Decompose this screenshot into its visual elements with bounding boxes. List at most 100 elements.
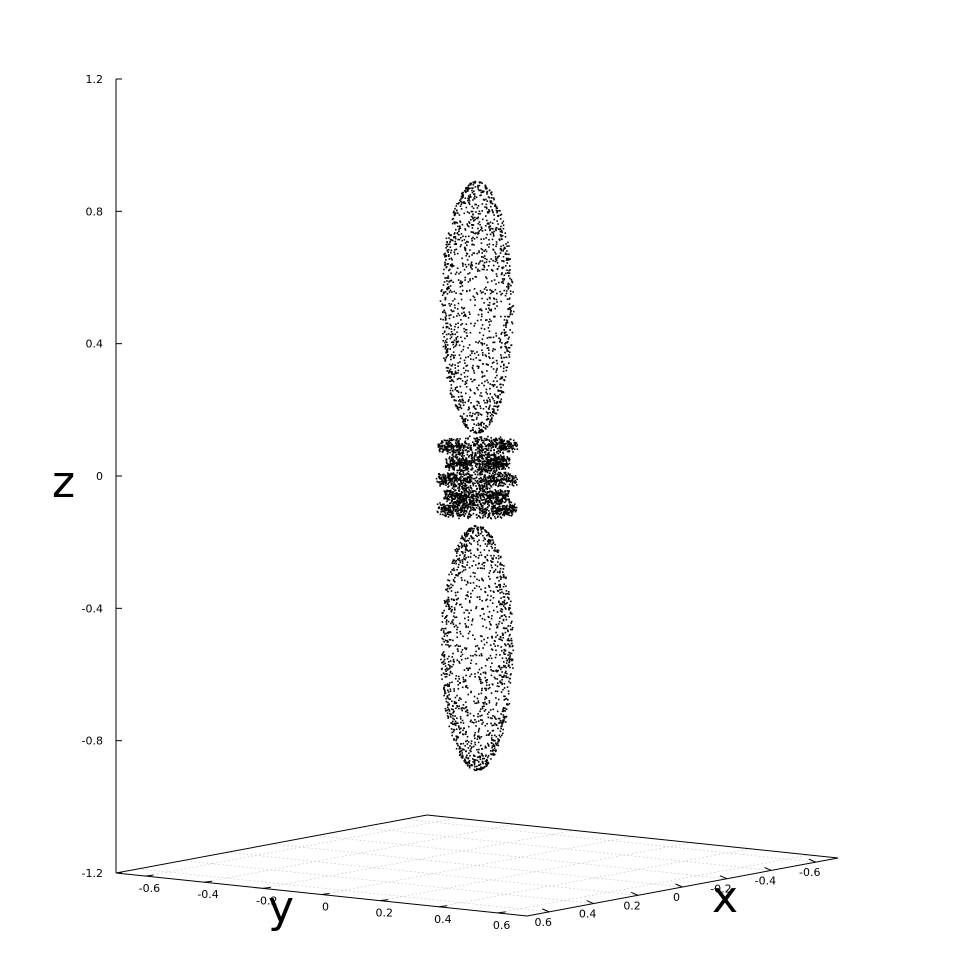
- data-point: [476, 319, 479, 322]
- data-point: [487, 211, 490, 214]
- data-point: [500, 603, 503, 606]
- data-point: [493, 478, 495, 480]
- data-point: [473, 763, 476, 766]
- data-point: [474, 564, 477, 566]
- data-point: [502, 250, 504, 252]
- data-point: [490, 657, 493, 660]
- data-point: [469, 187, 471, 190]
- data-point: [486, 605, 489, 608]
- data-point: [496, 211, 498, 214]
- data-point: [513, 481, 516, 484]
- data-point: [473, 379, 475, 381]
- data-point: [470, 499, 472, 502]
- data-point: [467, 197, 469, 200]
- data-point: [463, 669, 466, 671]
- data-point: [479, 614, 482, 617]
- data-point: [465, 740, 467, 743]
- data-point: [490, 490, 493, 493]
- data-point: [461, 653, 464, 656]
- data-point: [458, 707, 460, 710]
- data-point: [461, 479, 463, 482]
- data-point: [472, 490, 475, 492]
- data-point: [459, 461, 461, 463]
- data-point: [455, 372, 458, 375]
- data-point: [484, 479, 487, 481]
- data-point: [479, 708, 482, 710]
- data-point: [445, 276, 448, 279]
- data-point: [447, 482, 450, 485]
- data-point: [476, 495, 479, 498]
- data-point: [464, 248, 467, 251]
- data-point: [473, 216, 476, 219]
- data-point: [459, 282, 461, 284]
- data-point: [469, 414, 471, 417]
- data-point: [504, 473, 507, 476]
- data-point: [453, 729, 456, 731]
- data-point: [474, 444, 477, 447]
- data-point: [451, 734, 453, 737]
- data-point: [493, 747, 496, 750]
- data-point: [492, 259, 494, 262]
- data-point: [457, 453, 459, 456]
- data-point: [444, 491, 446, 494]
- data-point: [497, 485, 499, 488]
- data-point: [463, 445, 465, 447]
- data-point: [463, 238, 466, 241]
- data-point: [454, 715, 456, 717]
- data-point: [472, 199, 474, 201]
- data-point: [451, 493, 453, 496]
- data-point: [496, 678, 499, 680]
- data-point: [515, 481, 517, 484]
- data-point: [474, 731, 476, 734]
- data-point: [457, 477, 459, 480]
- data-point: [515, 476, 517, 479]
- data-point: [449, 660, 452, 662]
- data-point: [501, 632, 504, 635]
- data-point: [448, 685, 451, 687]
- data-point: [481, 456, 484, 458]
- data-point: [453, 251, 456, 253]
- data-point: [505, 498, 508, 501]
- data-point: [475, 424, 478, 426]
- data-point: [464, 424, 466, 427]
- data-point: [504, 294, 507, 297]
- data-point: [472, 512, 475, 515]
- data-point: [486, 554, 489, 556]
- data-point: [488, 196, 491, 199]
- data-point: [454, 560, 457, 563]
- data-point: [446, 288, 449, 290]
- data-point: [481, 190, 484, 192]
- data-point: [465, 648, 467, 651]
- data-point: [452, 491, 455, 493]
- data-point: [450, 234, 452, 236]
- data-point: [483, 480, 486, 482]
- data-point: [447, 348, 449, 350]
- data-point: [477, 493, 479, 496]
- data-point: [504, 606, 506, 609]
- data-point: [479, 756, 482, 759]
- data-point: [486, 759, 489, 762]
- data-point: [502, 466, 505, 468]
- data-point: [499, 448, 502, 451]
- data-point: [443, 599, 446, 602]
- data-point: [490, 539, 492, 541]
- data-point: [462, 477, 465, 480]
- data-point: [443, 635, 446, 637]
- data-point: [502, 573, 505, 576]
- data-point: [465, 473, 468, 476]
- data-point: [497, 458, 500, 461]
- data-point: [464, 392, 467, 395]
- data-point: [468, 222, 471, 224]
- data-point: [443, 447, 446, 449]
- data-point: [457, 326, 460, 329]
- data-point: [469, 501, 471, 504]
- data-point: [501, 235, 504, 237]
- data-point: [498, 468, 501, 471]
- data-point: [479, 567, 482, 569]
- data-point: [490, 624, 492, 626]
- data-point: [486, 426, 488, 428]
- data-point: [469, 515, 471, 517]
- data-point: [474, 718, 476, 721]
- data-point: [484, 745, 487, 748]
- data-point: [442, 652, 444, 655]
